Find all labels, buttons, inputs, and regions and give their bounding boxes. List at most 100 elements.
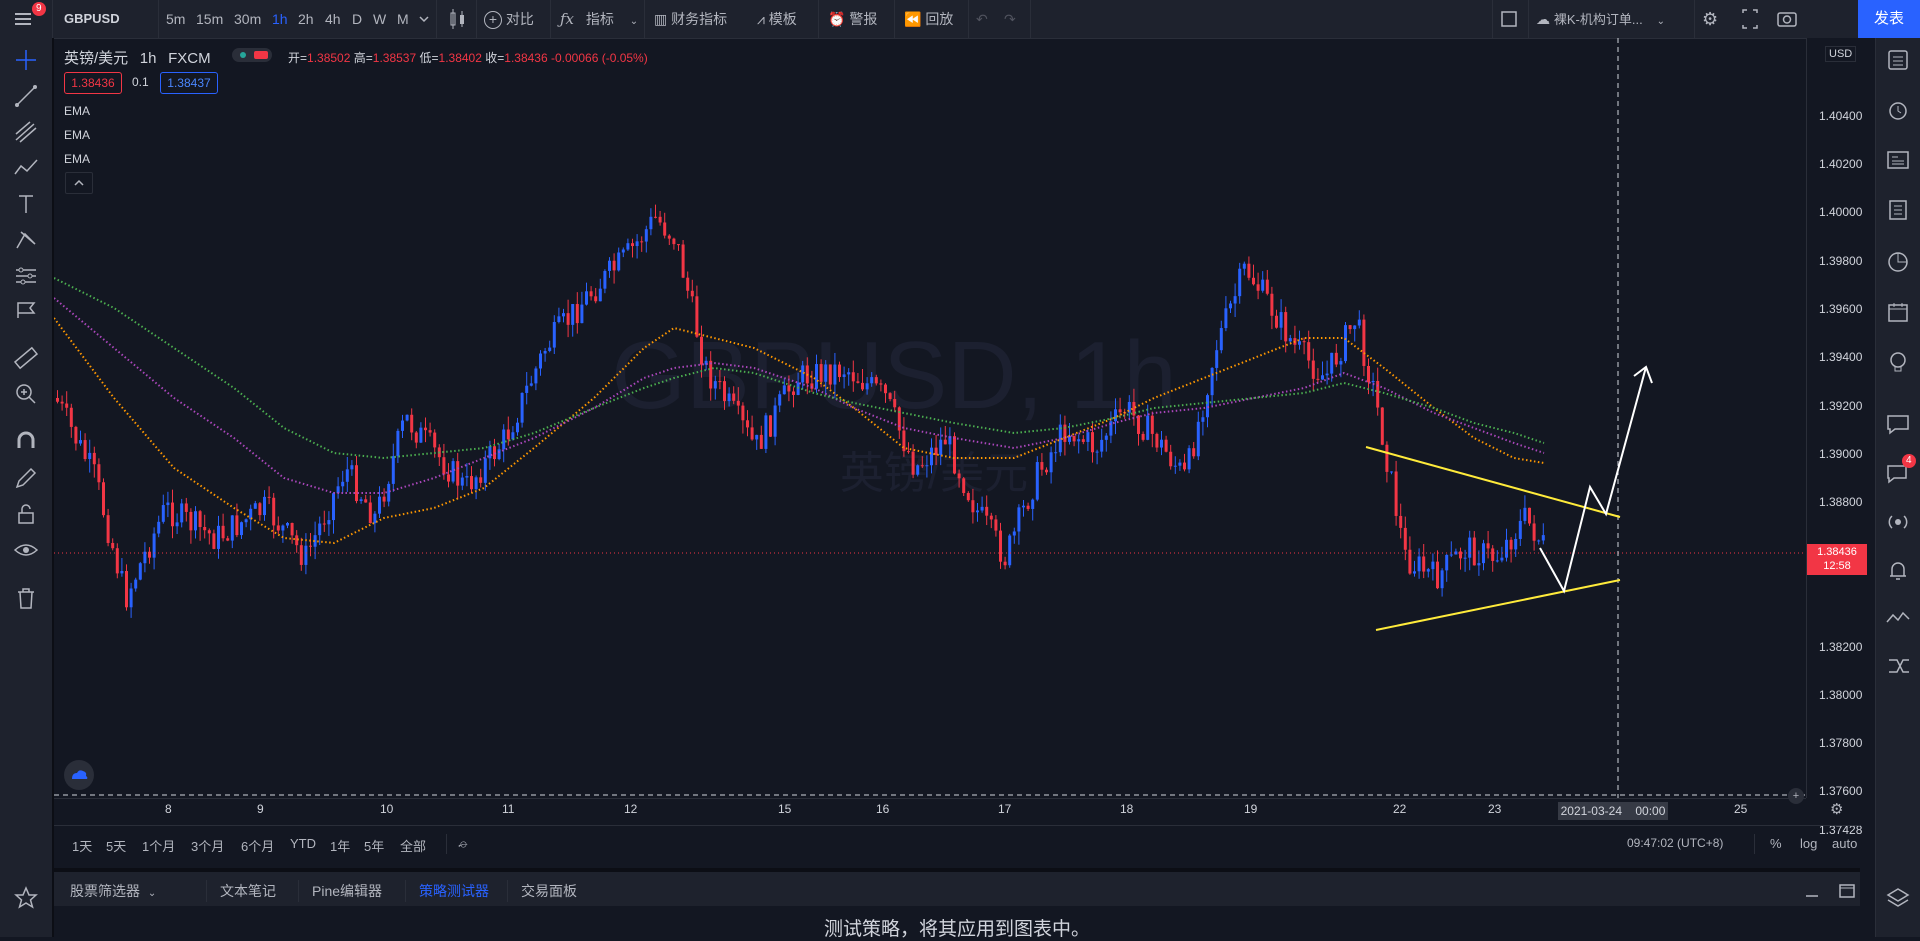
layers-button[interactable]	[1884, 884, 1912, 912]
auto-scale-button[interactable]: auto	[1832, 836, 1858, 851]
range-5y[interactable]: 5年	[364, 839, 385, 854]
crosshair-tool[interactable]	[12, 46, 40, 74]
news-button[interactable]	[1884, 196, 1912, 224]
private-chats-button[interactable]: 4	[1884, 454, 1916, 486]
trading-button[interactable]	[1884, 604, 1912, 632]
hide-drawings-tool[interactable]	[12, 536, 40, 564]
settings-button[interactable]: ⚙	[1702, 0, 1718, 38]
interval-30m[interactable]: 30m	[234, 11, 262, 27]
sell-button[interactable]: 1.38436	[64, 72, 122, 94]
financials-button[interactable]: ▥ 财务指标	[654, 0, 727, 38]
price-chart[interactable]: GBPUSD, 1h 英镑/美元	[54, 38, 1806, 798]
candle-body	[516, 422, 519, 433]
ideas-button[interactable]	[1884, 348, 1912, 376]
indicators-button[interactable]: ƒx 指标 ⌄	[560, 0, 638, 38]
calendar-button[interactable]	[1884, 298, 1912, 326]
buy-button[interactable]: 1.38437	[160, 72, 218, 94]
candle-body	[391, 456, 395, 484]
zoom-tool[interactable]	[12, 380, 40, 408]
replay-button[interactable]: ⏪ 回放	[904, 0, 953, 38]
redo-icon: ↷	[1004, 11, 1016, 27]
tab-pine-editor[interactable]: Pine编辑器	[312, 883, 383, 899]
strategy-button[interactable]	[1884, 652, 1912, 680]
magnet-tool[interactable]	[12, 428, 40, 456]
range-ytd[interactable]: YTD	[290, 836, 316, 851]
watchlist-button[interactable]	[1884, 46, 1912, 74]
time-axis-settings-button[interactable]: ⚙	[1830, 800, 1843, 818]
minimize-panel-button[interactable]	[1804, 884, 1820, 903]
percent-scale-button[interactable]: %	[1770, 836, 1782, 851]
icons-tool[interactable]	[12, 296, 40, 324]
undo-button[interactable]: ↶	[976, 0, 988, 38]
favorites-tool[interactable]	[12, 884, 40, 912]
lock-drawings-tool[interactable]	[12, 500, 40, 528]
interval-w[interactable]: W	[373, 11, 387, 27]
publish-button[interactable]: 发表	[1858, 0, 1920, 38]
interval-15m[interactable]: 15m	[196, 11, 224, 27]
tab-text-notes[interactable]: 文本笔记	[220, 883, 276, 899]
data-window-button[interactable]	[1884, 146, 1912, 174]
remove-drawings-tool[interactable]	[12, 584, 40, 612]
tab-trading-panel[interactable]: 交易面板	[521, 883, 577, 899]
collapse-legend-button[interactable]	[65, 172, 93, 194]
interval-d[interactable]: D	[352, 11, 363, 27]
layout-select-button[interactable]	[1500, 0, 1518, 38]
trendline-tool[interactable]	[12, 82, 40, 110]
interval-2h[interactable]: 2h	[298, 11, 314, 27]
range-1y[interactable]: 1年	[330, 839, 351, 854]
pattern-tool[interactable]	[12, 154, 40, 182]
chart-type-button[interactable]	[446, 0, 470, 38]
symbol-legend[interactable]: 英镑/美元 1h FXCM	[64, 47, 211, 68]
stay-drawing-tool[interactable]	[12, 464, 40, 492]
notifications-button[interactable]	[1884, 556, 1912, 584]
alert-button[interactable]: ⏰ 警报	[828, 0, 877, 38]
candle-body	[1081, 439, 1085, 442]
price-axis[interactable]: USD 1.40400 1.40200 1.40000 1.39800 1.39600 1…	[1806, 38, 1875, 837]
range-3m[interactable]: 3个月	[191, 839, 225, 854]
interval-1h[interactable]: 1h	[272, 11, 288, 27]
ruler-tool[interactable]	[12, 344, 40, 372]
clock[interactable]: 09:47:02 (UTC+8)	[1627, 836, 1724, 850]
candle-body	[129, 588, 133, 608]
candle-body	[704, 360, 708, 365]
interval-4h[interactable]: 4h	[325, 11, 341, 27]
alerts-button[interactable]	[1884, 96, 1912, 124]
chats-button[interactable]	[1884, 410, 1912, 438]
interval-m[interactable]: M	[397, 11, 409, 27]
visibility-toggle[interactable]	[232, 48, 272, 62]
tab-stock-screener[interactable]: 股票筛选器 ⌄	[60, 872, 166, 910]
ema-legend-2[interactable]: EMA	[64, 128, 91, 142]
redo-button[interactable]: ↷	[1004, 0, 1016, 38]
shapes-tool[interactable]	[12, 226, 40, 254]
ema-legend-1[interactable]: EMA	[64, 104, 91, 118]
text-tool[interactable]	[12, 190, 40, 218]
interval-5m[interactable]: 5m	[166, 11, 186, 27]
templates-button[interactable]: ⩘ 模板	[757, 0, 797, 38]
candle-body	[1256, 284, 1260, 291]
legend-exchange: FXCM	[168, 50, 211, 67]
symbol-search[interactable]: GBPUSD	[64, 11, 120, 26]
range-1m[interactable]: 1个月	[142, 839, 176, 854]
candle-body	[1514, 538, 1518, 550]
streams-button[interactable]	[1884, 508, 1912, 536]
measure-tool[interactable]	[12, 262, 40, 290]
hotlists-button[interactable]	[1884, 248, 1912, 276]
tradingview-logo-button[interactable]	[64, 760, 94, 790]
maximize-panel-button[interactable]	[1838, 883, 1856, 902]
menu-button[interactable]: 9	[12, 2, 46, 30]
fullscreen-button[interactable]	[1740, 0, 1760, 38]
range-all[interactable]: 全部	[400, 839, 427, 854]
ema-legend-3[interactable]: EMA	[64, 152, 91, 166]
log-scale-button[interactable]: log	[1800, 836, 1818, 851]
snapshot-button[interactable]	[1776, 0, 1798, 38]
range-5d[interactable]: 5天	[106, 839, 127, 854]
interval-dropdown[interactable]	[418, 0, 430, 38]
range-6m[interactable]: 6个月	[241, 839, 275, 854]
fib-tool[interactable]	[12, 118, 40, 146]
goto-date-button[interactable]: ⌮	[458, 836, 468, 852]
compare-button[interactable]: + 对比	[484, 0, 534, 38]
range-1d[interactable]: 1天	[72, 839, 93, 854]
price-scale-toggle-button[interactable]: +	[1788, 788, 1804, 804]
tab-strategy-tester[interactable]: 策略测试器	[419, 883, 489, 899]
layout-name-button[interactable]: ☁ 裸K-机构订单... ⌄	[1536, 0, 1665, 38]
